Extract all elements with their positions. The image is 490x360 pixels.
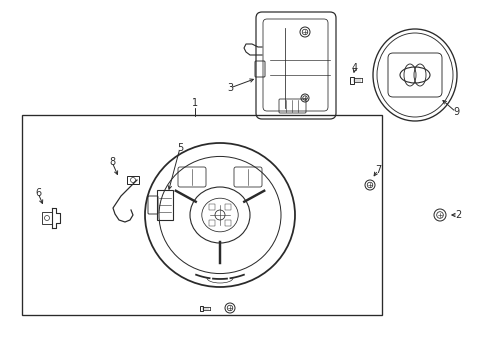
Text: 6: 6 — [35, 188, 41, 198]
Bar — [209, 204, 215, 210]
Text: 5: 5 — [177, 143, 183, 153]
Bar — [225, 204, 231, 210]
Text: 8: 8 — [109, 157, 115, 167]
Bar — [22, 115, 382, 315]
Text: 4: 4 — [352, 63, 358, 73]
Text: 7: 7 — [375, 165, 381, 175]
Text: 1: 1 — [192, 98, 198, 108]
Text: 3: 3 — [227, 83, 233, 93]
Text: 9: 9 — [453, 107, 459, 117]
Bar — [225, 220, 231, 226]
Bar — [200, 306, 202, 310]
Bar — [209, 220, 215, 226]
Text: 2: 2 — [455, 210, 461, 220]
Bar — [350, 77, 353, 84]
